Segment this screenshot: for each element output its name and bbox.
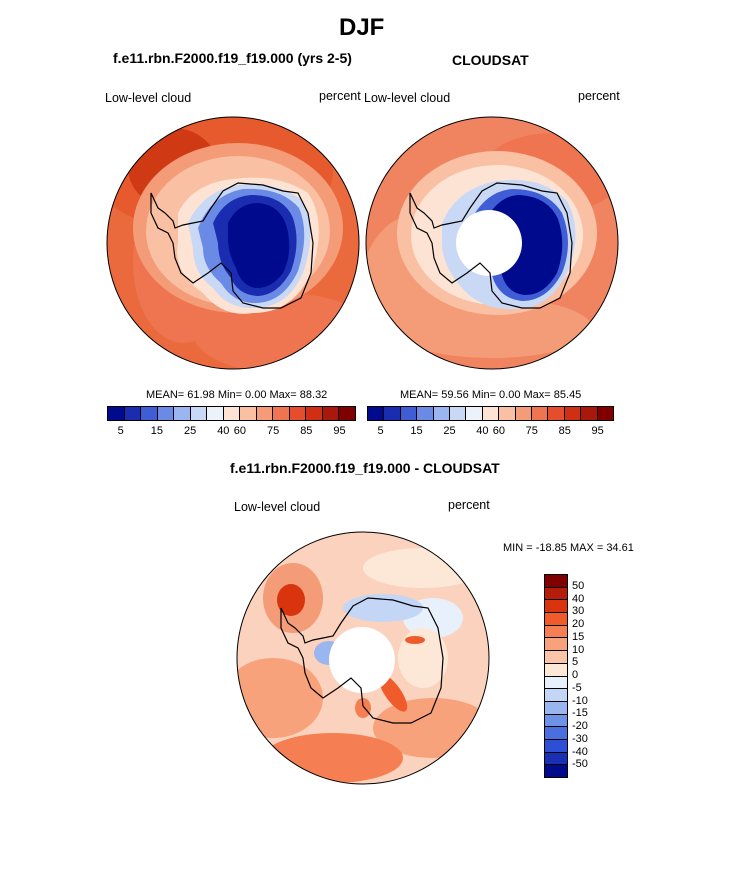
colorbar-swatch — [545, 637, 567, 651]
colorbar-swatch — [545, 599, 567, 613]
colorbar-swatch — [545, 764, 567, 777]
colorbar-swatch — [545, 662, 567, 676]
diff-stats: MIN = -18.85 MAX = 34.61 — [503, 542, 634, 554]
colorbar-swatch — [272, 407, 289, 420]
colorbar-swatch — [545, 713, 567, 727]
colorbar-tick-label: -30 — [572, 732, 588, 745]
colorbar-swatch — [449, 407, 466, 420]
model-colorbar — [107, 406, 356, 421]
colorbar-tick-label: -10 — [572, 694, 588, 707]
colorbar-tick-label: -40 — [572, 745, 588, 758]
obs-stats: MEAN= 59.56 Min= 0.00 Max= 85.45 — [400, 389, 582, 401]
model-units-label: percent — [319, 89, 361, 103]
colorbar-swatch — [545, 650, 567, 663]
obs-variable-label: Low-level cloud — [364, 91, 451, 105]
colorbar-tick-label: 25 — [443, 425, 456, 437]
colorbar-tick-label: -20 — [572, 720, 588, 732]
colorbar-tick-label: 15 — [410, 425, 423, 437]
colorbar-swatch — [206, 407, 223, 420]
colorbar-swatch — [545, 738, 567, 752]
colorbar-swatch — [465, 407, 482, 420]
colorbar-swatch — [432, 407, 450, 420]
colorbar-tick-label: 75 — [525, 425, 538, 437]
colorbar-swatch — [156, 407, 174, 420]
colorbar-tick-label: 25 — [184, 425, 197, 437]
colorbar-swatch — [305, 407, 322, 420]
colorbar-tick-label: 85 — [558, 425, 571, 437]
colorbar-swatch — [222, 407, 240, 420]
colorbar-swatch — [321, 407, 339, 420]
colorbar-swatch — [338, 407, 355, 420]
obs-units-label: percent — [578, 89, 620, 103]
colorbar-tick-label: 60 — [233, 425, 247, 437]
colorbar-tick-label: 5 — [117, 425, 124, 437]
obs-colorbar — [367, 406, 614, 421]
model-variable-label: Low-level cloud — [105, 91, 192, 105]
diff-polar-map — [236, 531, 490, 785]
obs-polar-map — [365, 116, 619, 370]
model-subtitle: f.e11.rbn.F2000.f19_f19.000 (yrs 2-5) — [113, 50, 352, 66]
colorbar-swatch — [545, 751, 567, 765]
colorbar-tick-label: -15 — [572, 707, 588, 720]
colorbar-swatch — [547, 407, 564, 420]
colorbar-tick-label: -5 — [572, 681, 582, 694]
colorbar-tick-label: 40 — [476, 425, 489, 437]
colorbar-tick-label: -50 — [572, 758, 588, 771]
colorbar-tick-label: 40 — [572, 592, 585, 605]
colorbar-swatch — [239, 407, 256, 420]
colorbar-swatch — [288, 407, 306, 420]
diff-colorbar — [544, 574, 568, 778]
figure-title: DJF — [339, 14, 385, 41]
colorbar-swatch — [255, 407, 273, 420]
colorbar-tick-label: 0 — [572, 669, 579, 681]
colorbar-tick-label: 5 — [572, 656, 579, 669]
colorbar-swatch — [531, 407, 548, 420]
colorbar-swatch — [563, 407, 581, 420]
colorbar-swatch — [481, 407, 499, 420]
colorbar-tick-label: 15 — [150, 425, 164, 437]
colorbar-swatch — [514, 407, 532, 420]
colorbar-tick-label: 85 — [300, 425, 313, 437]
colorbar-swatch — [545, 575, 567, 587]
model-polar-map — [106, 116, 360, 370]
colorbar-swatch — [545, 586, 567, 600]
colorbar-tick-label: 40 — [217, 425, 230, 437]
colorbar-swatch — [416, 407, 433, 420]
colorbar-swatch — [596, 407, 614, 420]
colorbar-tick-label: 20 — [572, 618, 585, 630]
colorbar-swatch — [545, 612, 567, 625]
colorbar-swatch — [545, 688, 567, 701]
colorbar-swatch — [545, 624, 567, 638]
colorbar-tick-label: 30 — [572, 605, 585, 618]
colorbar-tick-label: 10 — [572, 643, 585, 656]
model-stats: MEAN= 61.98 Min= 0.00 Max= 88.32 — [146, 389, 328, 401]
colorbar-swatch — [173, 407, 190, 420]
colorbar-swatch — [189, 407, 207, 420]
diff-subtitle: f.e11.rbn.F2000.f19_f19.000 - CLOUDSAT — [230, 460, 500, 476]
colorbar-tick-label: 95 — [333, 425, 346, 437]
diff-units-label: percent — [448, 498, 490, 512]
obs-subtitle: CLOUDSAT — [452, 52, 529, 68]
colorbar-swatch — [545, 726, 567, 739]
colorbar-tick-label: 15 — [572, 630, 585, 643]
colorbar-swatch — [545, 675, 567, 689]
colorbar-tick-label: 95 — [591, 425, 604, 437]
colorbar-swatch — [545, 700, 567, 714]
colorbar-swatch — [108, 407, 124, 420]
colorbar-tick-label: 60 — [492, 425, 505, 437]
colorbar-swatch — [368, 407, 384, 420]
colorbar-tick-label: 50 — [572, 579, 585, 592]
colorbar-tick-label: 5 — [377, 425, 384, 437]
colorbar-swatch — [140, 407, 157, 420]
colorbar-tick-label: 75 — [267, 425, 280, 437]
colorbar-swatch — [399, 407, 417, 420]
colorbar-swatch — [580, 407, 597, 420]
colorbar-swatch — [498, 407, 515, 420]
colorbar-swatch — [383, 407, 400, 420]
diff-variable-label: Low-level cloud — [234, 500, 321, 514]
colorbar-swatch — [123, 407, 141, 420]
